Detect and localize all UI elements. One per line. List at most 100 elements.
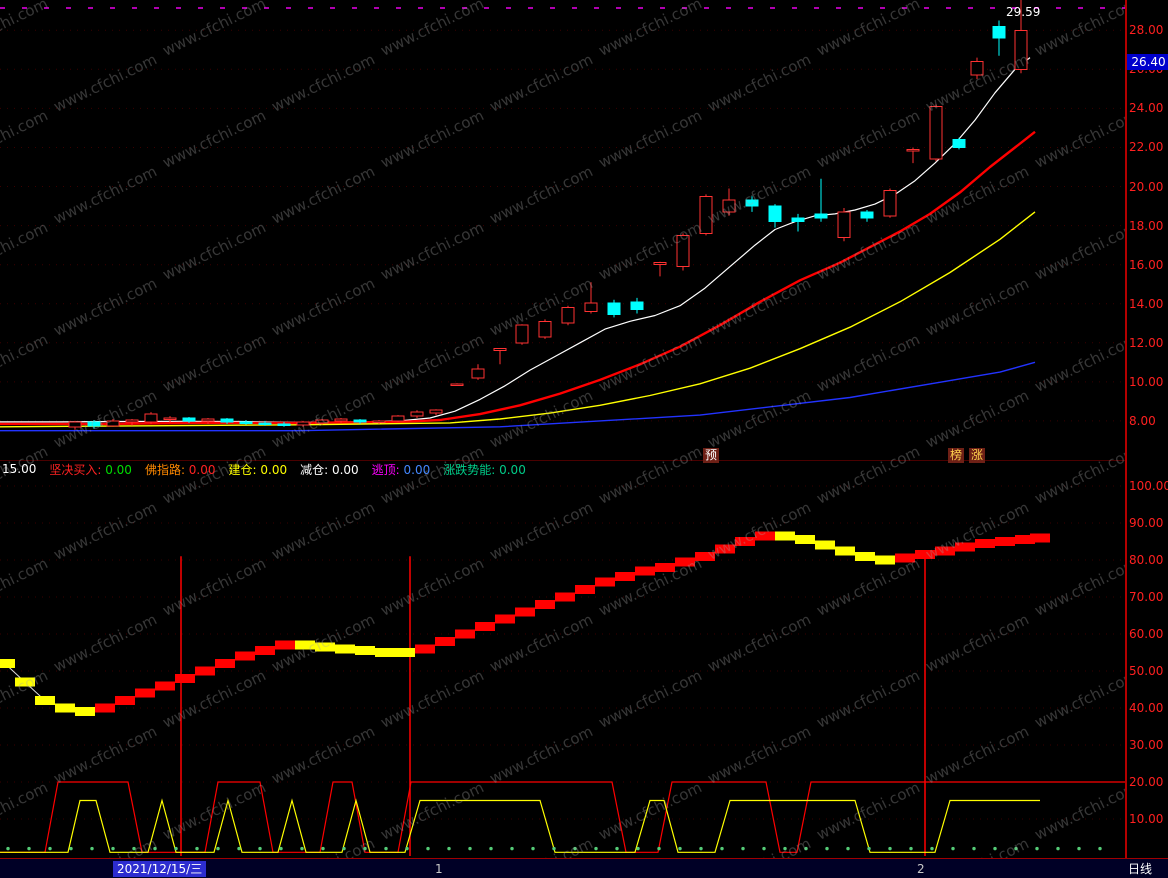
candle-body [106,420,120,427]
price-axis-label: 16.00 [1129,258,1164,272]
step-block [335,644,355,654]
candle-body [837,211,851,238]
step-block [15,677,35,687]
indicator-legend-value: 0.00 [260,462,288,477]
baseline-dot [1056,846,1060,851]
step-block [835,546,855,556]
candle-body [87,421,101,427]
candle-body [1014,29,1028,70]
candle-body [860,211,874,219]
step-block [175,673,195,683]
pane-divider [0,460,1125,461]
baseline-dot [552,846,556,851]
step-block [795,535,815,545]
step-block [535,599,555,609]
baseline-dot [153,846,157,851]
price-axis-label: 18.00 [1129,219,1164,233]
step-block [395,648,415,657]
baseline-dot [1014,846,1018,851]
candle-body [630,301,644,311]
candle-body [372,420,386,423]
step-block [215,659,235,669]
flag-button-预[interactable]: 预 [703,448,719,463]
ma-white [0,57,1031,423]
step-block [615,572,635,582]
candle-body [220,418,234,423]
step-block [315,642,335,652]
flag-button-榜[interactable]: 榜 [948,448,964,463]
baseline-dot [972,846,976,851]
candle-body [493,348,507,351]
candle-body [768,205,782,223]
step-block [955,542,975,552]
step-block [415,644,435,654]
baseline-dot [846,846,850,851]
price-axis: 26.40 28.0026.0024.0022.0020.0018.0016.0… [1125,0,1168,878]
candle-body [277,423,291,426]
price-axis-label: 20.00 [1129,180,1164,194]
candle-body [429,409,443,414]
indicator-legend-label: 坚决买入: [49,462,106,477]
ma-yellow [0,211,1036,428]
selected-date-label: 2021/12/15/三 [113,861,207,877]
baseline-dot [321,846,325,851]
step-block [575,585,595,595]
indicator-legend-item: 减仓: 0.00 [300,461,359,478]
candle-body [201,418,215,422]
oscillator-yellow-line [0,798,1040,853]
indicator-chart[interactable] [0,478,1125,858]
indicator-axis-label: 50.00 [1129,664,1164,678]
step-block [1015,535,1035,545]
baseline-dot [741,846,745,851]
candle-body [515,324,529,344]
indicator-legend-label: 涨跌势能: [443,462,500,477]
indicator-legend-item: 建仓: 0.00 [229,461,288,478]
indicator-legend-item: 涨跌势能: 0.00 [443,461,526,478]
candle-body [239,421,253,424]
candle-body [929,106,943,160]
step-block [595,577,615,587]
flag-button-涨[interactable]: 涨 [969,448,985,463]
candle-body [182,417,196,422]
candle-body [391,415,405,422]
baseline-dot [1035,846,1039,851]
step-block [1030,533,1050,543]
step-block [355,646,375,656]
candle-body [471,368,485,379]
indicator-axis-label: 40.00 [1129,701,1164,715]
candle-body [745,199,759,207]
indicator-axis-label: 10.00 [1129,812,1164,826]
price-axis-label: 24.00 [1129,101,1164,115]
indicator-axis-label: 80.00 [1129,553,1164,567]
step-block [655,562,675,572]
indicator-axis-label: 70.00 [1129,590,1164,604]
indicator-axis-label: 90.00 [1129,516,1164,530]
baseline-dot [951,846,955,851]
step-block [35,696,55,706]
candle-body [584,302,598,313]
baseline-dot [699,846,703,851]
price-axis-label: 12.00 [1129,336,1164,350]
candle-body [353,419,367,423]
candle-body [163,417,177,421]
step-block [155,681,175,691]
step-block [635,566,655,576]
step-block [515,607,535,617]
step-block [895,553,915,563]
baseline-dot [762,846,766,851]
step-block [235,651,255,661]
step-block [915,550,935,559]
step-block [255,646,275,656]
step-block [295,640,315,650]
high-price-annotation: 29.59 [1006,5,1041,19]
period-selector[interactable]: 日线 [1128,862,1153,876]
baseline-dot [342,846,346,851]
candlestick-chart[interactable] [0,0,1125,460]
baseline-dot [27,846,31,851]
step-block [755,531,775,541]
step-block [195,666,215,676]
step-block [375,648,395,657]
step-block [935,546,955,556]
indicator-legend-label: 逃顶: [371,462,404,477]
